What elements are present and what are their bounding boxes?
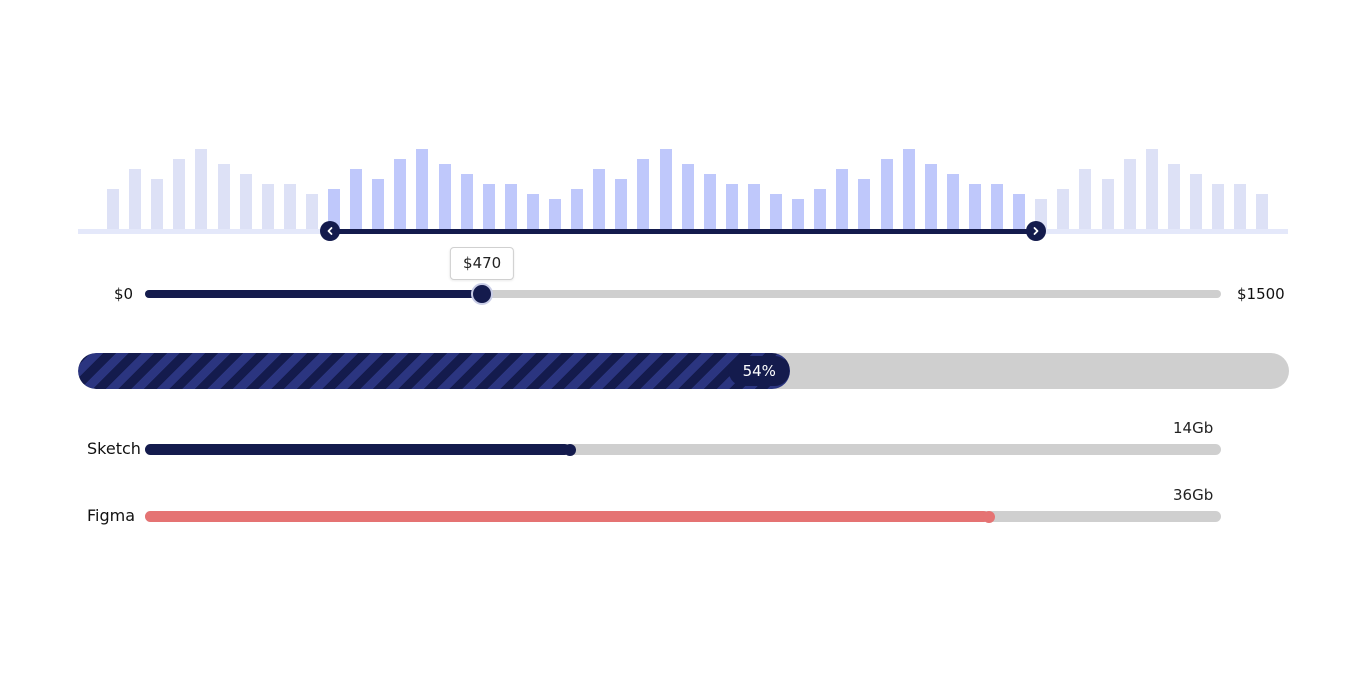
storage-fill-figma — [145, 511, 989, 522]
price-slider-track[interactable] — [145, 290, 1221, 298]
histogram-bar — [460, 174, 473, 229]
progress-fill — [78, 353, 790, 389]
histogram-bar — [372, 179, 385, 229]
price-tooltip: $470 — [450, 247, 515, 280]
histogram-bar — [637, 159, 650, 229]
histogram-bar — [858, 179, 871, 229]
histogram-bar — [571, 189, 584, 229]
histogram-bar — [129, 169, 142, 229]
histogram-bar — [681, 164, 694, 229]
histogram-bar — [659, 149, 672, 229]
chevron-right-icon — [1033, 227, 1039, 235]
histogram-bar — [836, 169, 849, 229]
histogram-bar — [924, 164, 937, 229]
price-max-label: $1500 — [1237, 285, 1285, 303]
histogram-bar — [725, 184, 738, 229]
histogram-bar — [1145, 149, 1158, 229]
storage-bar-sketch — [145, 443, 1221, 456]
histogram-bar — [880, 159, 893, 229]
histogram-bar — [261, 184, 274, 229]
histogram-bar — [504, 184, 517, 229]
histogram-bar — [1234, 184, 1247, 229]
histogram-bar — [1189, 174, 1202, 229]
histogram-bar — [1013, 194, 1026, 229]
histogram-bar — [946, 174, 959, 229]
histogram-bar — [328, 189, 340, 229]
chevron-left-icon — [327, 227, 333, 235]
histogram-bar — [173, 159, 186, 229]
storage-value-figma: 36Gb — [1173, 486, 1214, 504]
storage-label-sketch: Sketch — [87, 439, 141, 458]
histogram-bar — [902, 149, 915, 229]
price-min-label: $0 — [114, 285, 134, 303]
histogram-bars — [78, 140, 1288, 230]
histogram-bar — [1057, 189, 1070, 229]
histogram-bar — [1212, 184, 1224, 229]
histogram-bar — [438, 164, 451, 229]
storage-bar-figma — [145, 510, 1221, 523]
storage-fill-sketch — [145, 444, 571, 455]
histogram-bar — [593, 169, 606, 229]
histogram-bar — [814, 189, 827, 229]
progress-bar — [78, 353, 1289, 389]
storage-value-sketch: 14Gb — [1173, 419, 1214, 437]
histogram-bar — [747, 184, 760, 229]
histogram-bar — [1101, 179, 1114, 229]
storage-marker-figma — [982, 510, 995, 523]
histogram-bar — [305, 194, 318, 229]
histogram-bar — [394, 159, 407, 229]
histogram-bar — [482, 184, 495, 229]
histogram-bar — [1167, 164, 1180, 229]
histogram-bar — [217, 164, 230, 229]
histogram-range-slider — [78, 140, 1288, 241]
histogram-bar — [526, 194, 539, 229]
histogram-selected-range — [329, 229, 1037, 234]
progress-percent-badge: 54% — [728, 356, 790, 386]
histogram-bar — [1256, 194, 1269, 229]
histogram-bar — [283, 184, 296, 229]
histogram-bar — [991, 184, 1003, 229]
range-handle-right[interactable] — [1026, 221, 1047, 241]
histogram-bar — [549, 199, 561, 229]
histogram-bar — [151, 179, 164, 229]
histogram-bar — [615, 179, 628, 229]
histogram-bar — [1079, 169, 1092, 229]
histogram-bar — [416, 149, 429, 229]
price-slider-thumb[interactable] — [471, 283, 494, 305]
histogram-bar — [703, 174, 716, 229]
histogram-bar — [1123, 159, 1136, 229]
histogram-bar — [350, 169, 363, 229]
storage-marker-sketch — [564, 443, 577, 456]
histogram-bar — [195, 149, 208, 229]
histogram-bar — [107, 189, 119, 229]
histogram-bar — [968, 184, 981, 229]
histogram-bar — [770, 194, 782, 229]
histogram-bar — [239, 174, 252, 229]
range-handle-left[interactable] — [319, 221, 340, 241]
price-slider-fill — [145, 290, 483, 298]
histogram-bar — [792, 199, 805, 229]
storage-label-figma: Figma — [87, 506, 136, 525]
